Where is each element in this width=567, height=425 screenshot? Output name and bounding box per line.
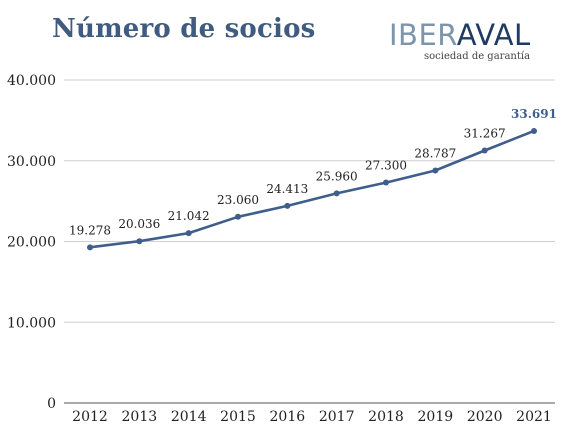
x-tick-label: 2012 [72, 409, 108, 425]
data-point [383, 179, 389, 186]
series-line [89, 129, 535, 249]
y-tick-label: 10.000 [7, 315, 56, 331]
y-tick-label: 0 [47, 396, 56, 412]
logo-part-aval: AVAL [456, 18, 531, 52]
x-tick-label: 2019 [418, 409, 454, 425]
data-label: 28.787 [414, 147, 456, 161]
data-point [432, 167, 439, 174]
logo-part-iber: IBER [389, 18, 457, 52]
x-tick-label: 2018 [368, 409, 404, 425]
x-tick-label: 2016 [270, 409, 306, 425]
logo-wordmark: IBERAVAL [389, 20, 554, 50]
data-label: 27.300 [365, 159, 407, 173]
chart-title: Número de socios [52, 14, 316, 44]
data-label: 33.691 [511, 107, 557, 121]
data-label: 24.413 [266, 182, 308, 196]
data-label: 21.042 [168, 209, 210, 223]
x-tick-label: 2014 [171, 409, 207, 425]
x-tick-label: 2015 [220, 409, 256, 425]
data-point [531, 127, 537, 134]
data-point [235, 213, 241, 220]
data-label: 20.036 [118, 217, 160, 231]
iberaval-logo: IBERAVAL sociedad de garantía [389, 20, 554, 62]
data-label: 31.267 [464, 127, 506, 141]
data-point [185, 230, 192, 237]
y-tick-label: 40.000 [7, 73, 56, 89]
x-tick-label: 2017 [319, 409, 355, 425]
x-tick-label: 2013 [122, 409, 158, 425]
data-point [136, 238, 143, 245]
data-point [87, 244, 93, 251]
y-tick-label: 30.000 [7, 154, 56, 170]
data-label: 19.278 [69, 223, 111, 237]
x-tick-label: 2020 [467, 409, 503, 425]
data-point [284, 202, 291, 209]
x-tick-label: 2021 [516, 409, 552, 425]
data-label: 25.960 [316, 169, 358, 183]
logo-tagline: sociedad de garantía [424, 51, 531, 62]
data-label: 23.060 [217, 193, 259, 207]
data-point [481, 147, 488, 154]
data-point [333, 190, 340, 197]
y-tick-label: 20.000 [7, 235, 56, 251]
